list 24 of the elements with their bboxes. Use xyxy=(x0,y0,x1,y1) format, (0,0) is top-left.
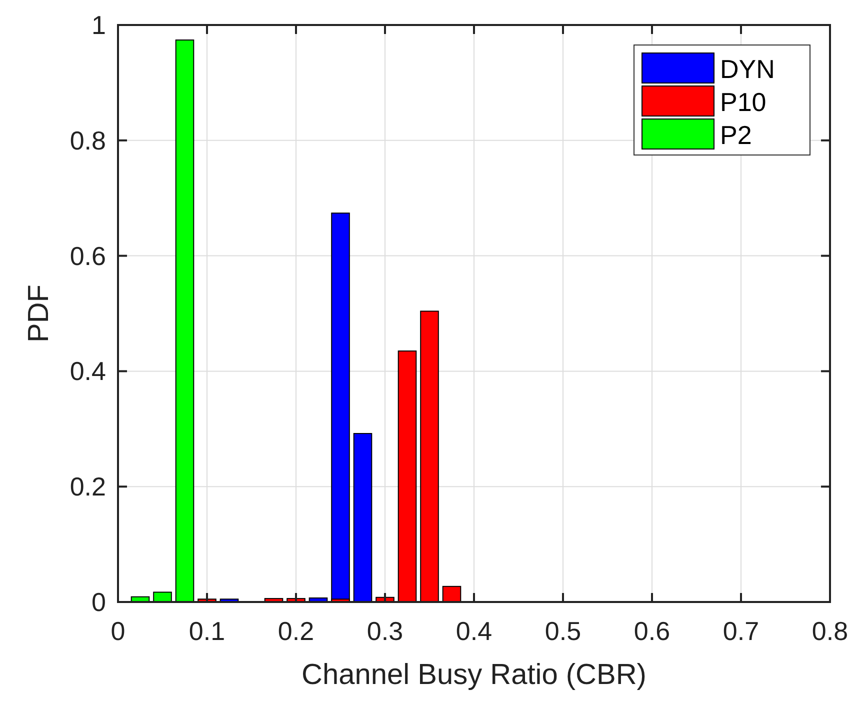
x-tick-label: 0.7 xyxy=(722,616,760,646)
x-tick-label: 0.3 xyxy=(366,616,404,646)
x-tick-label: 0.1 xyxy=(188,616,226,646)
y-tick-label: 0.6 xyxy=(70,240,106,271)
y-tick-label: 0 xyxy=(92,587,106,617)
bar xyxy=(175,40,194,602)
x-tick-label: 0.4 xyxy=(456,616,492,646)
x-tick-label: 0 xyxy=(110,616,126,646)
legend-label: DYN xyxy=(720,54,775,84)
y-tick-label: 0.2 xyxy=(70,472,106,502)
y-tick-label: 1 xyxy=(92,10,106,40)
y-tick-label: 0.8 xyxy=(70,125,106,156)
x-tick-label: 0.5 xyxy=(544,616,582,646)
x-tick-label: 0.6 xyxy=(634,616,670,646)
x-tick-label: 0.2 xyxy=(278,616,314,646)
bar xyxy=(353,433,372,602)
bar xyxy=(398,350,417,602)
x-axis-title: Channel Busy Ratio (CBR) xyxy=(302,659,646,691)
bar xyxy=(420,310,439,602)
legend-label: P10 xyxy=(720,87,766,117)
y-tick-label: 0.4 xyxy=(70,356,106,386)
y-axis-title: PDF xyxy=(23,284,55,342)
x-tick-label: 0.8 xyxy=(812,616,848,646)
legend-label: P2 xyxy=(720,120,752,150)
